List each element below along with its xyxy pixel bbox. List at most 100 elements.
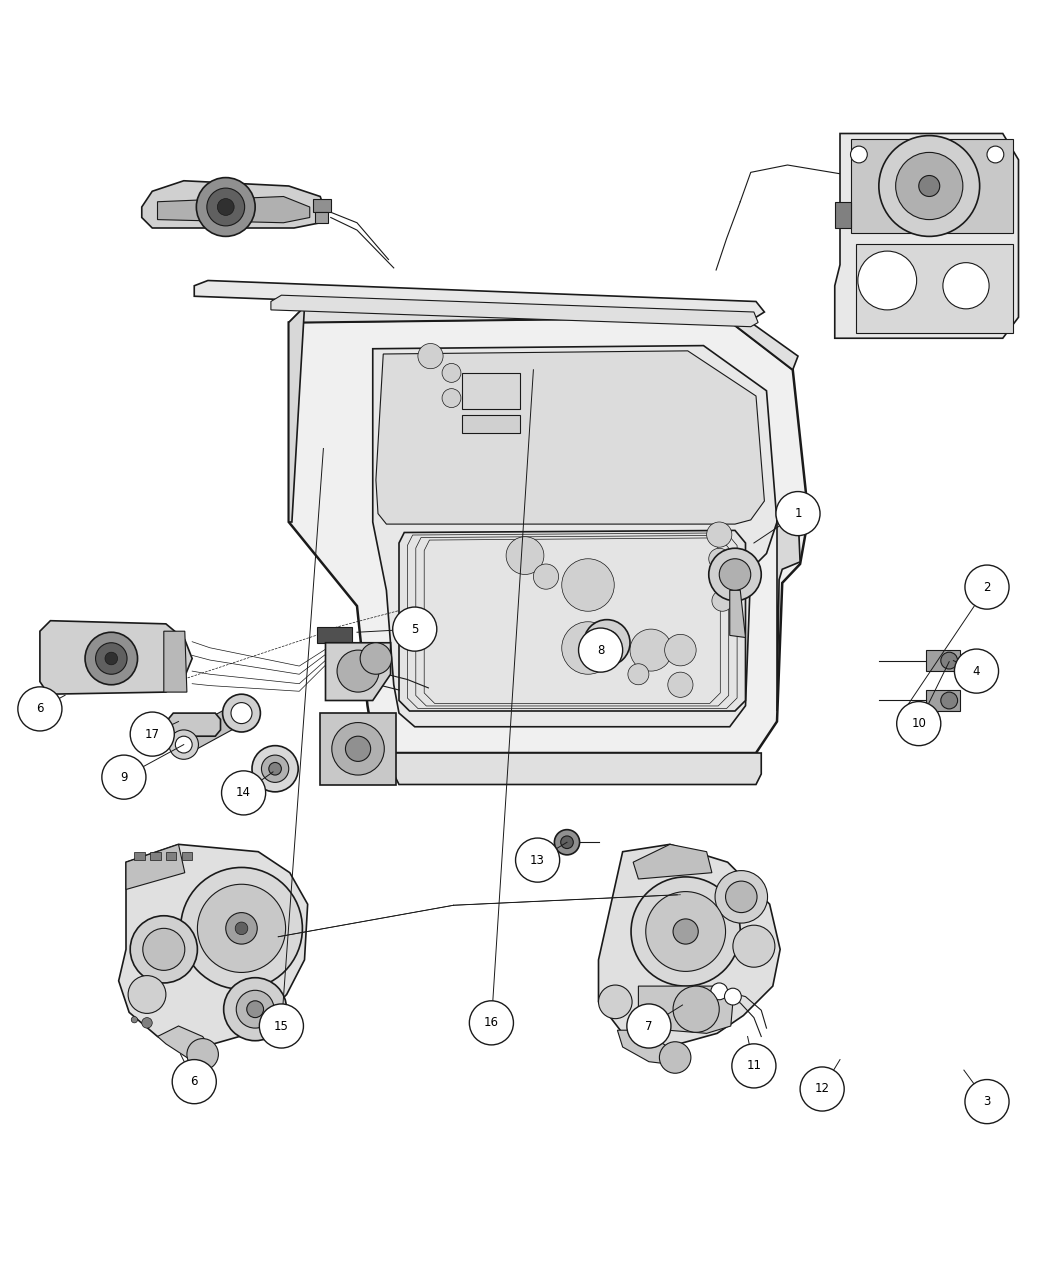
Polygon shape [462, 414, 520, 432]
Polygon shape [194, 280, 764, 317]
Circle shape [561, 836, 573, 849]
Circle shape [196, 177, 255, 236]
Circle shape [965, 565, 1009, 609]
Circle shape [668, 672, 693, 697]
Circle shape [627, 1003, 671, 1048]
Polygon shape [777, 511, 800, 711]
Circle shape [719, 558, 751, 590]
Text: 17: 17 [145, 728, 160, 741]
Circle shape [919, 176, 940, 196]
Polygon shape [326, 643, 391, 700]
Circle shape [897, 701, 941, 746]
Polygon shape [168, 713, 220, 736]
Polygon shape [317, 627, 352, 643]
Circle shape [235, 922, 248, 935]
Circle shape [896, 153, 963, 219]
Polygon shape [142, 181, 326, 228]
Circle shape [96, 643, 127, 674]
Circle shape [236, 991, 274, 1028]
Polygon shape [289, 307, 304, 521]
Circle shape [128, 975, 166, 1014]
Polygon shape [40, 621, 192, 694]
Circle shape [673, 986, 719, 1033]
Polygon shape [158, 1026, 213, 1060]
Polygon shape [119, 844, 308, 1047]
Text: 4: 4 [972, 664, 981, 677]
Circle shape [584, 620, 630, 666]
Polygon shape [320, 713, 396, 784]
Circle shape [724, 988, 741, 1005]
Circle shape [469, 1001, 513, 1046]
Circle shape [224, 978, 287, 1040]
Polygon shape [373, 346, 777, 727]
Polygon shape [856, 244, 1013, 333]
Polygon shape [617, 1030, 686, 1065]
Circle shape [726, 881, 757, 913]
Circle shape [598, 986, 632, 1019]
Polygon shape [638, 986, 733, 1033]
Circle shape [800, 1067, 844, 1111]
Circle shape [442, 389, 461, 408]
Circle shape [223, 694, 260, 732]
Circle shape [18, 687, 62, 731]
Circle shape [631, 877, 740, 986]
Polygon shape [394, 754, 761, 784]
Circle shape [172, 1060, 216, 1104]
Circle shape [709, 548, 761, 601]
Text: 15: 15 [274, 1020, 289, 1033]
Polygon shape [926, 690, 960, 711]
Polygon shape [289, 317, 808, 754]
Polygon shape [315, 212, 328, 223]
Polygon shape [462, 372, 520, 408]
Circle shape [169, 729, 198, 760]
Polygon shape [164, 631, 187, 692]
Polygon shape [926, 650, 960, 671]
Polygon shape [598, 844, 780, 1047]
Text: 16: 16 [484, 1016, 499, 1029]
Circle shape [987, 147, 1004, 163]
Circle shape [130, 915, 197, 983]
Circle shape [345, 736, 371, 761]
Circle shape [711, 983, 728, 1000]
Text: 1: 1 [794, 507, 802, 520]
Text: 6: 6 [36, 703, 44, 715]
Text: 12: 12 [815, 1082, 830, 1095]
Circle shape [252, 746, 298, 792]
Polygon shape [730, 590, 746, 638]
Circle shape [965, 1080, 1009, 1123]
Circle shape [659, 1042, 691, 1074]
Circle shape [712, 569, 733, 590]
Text: 6: 6 [190, 1075, 198, 1088]
Circle shape [130, 711, 174, 756]
Circle shape [630, 629, 672, 671]
Polygon shape [289, 303, 798, 370]
Circle shape [533, 564, 559, 589]
Circle shape [712, 590, 733, 611]
Circle shape [516, 838, 560, 882]
Text: 9: 9 [120, 770, 128, 784]
Polygon shape [150, 852, 161, 861]
Circle shape [594, 630, 620, 655]
Circle shape [247, 1001, 264, 1017]
Circle shape [733, 926, 775, 968]
Circle shape [579, 629, 623, 672]
Text: 13: 13 [530, 853, 545, 867]
Text: 10: 10 [911, 717, 926, 731]
Circle shape [673, 919, 698, 944]
Polygon shape [835, 134, 1018, 338]
Circle shape [858, 251, 917, 310]
Circle shape [554, 830, 580, 854]
Circle shape [442, 363, 461, 382]
Circle shape [506, 537, 544, 575]
Circle shape [732, 1044, 776, 1088]
Circle shape [850, 147, 867, 163]
Circle shape [709, 548, 730, 569]
Circle shape [776, 492, 820, 536]
Text: 3: 3 [983, 1095, 991, 1108]
Circle shape [337, 650, 379, 692]
Text: 14: 14 [236, 787, 251, 799]
Circle shape [715, 871, 768, 923]
Circle shape [187, 1039, 218, 1070]
Circle shape [393, 607, 437, 652]
Circle shape [181, 867, 302, 989]
